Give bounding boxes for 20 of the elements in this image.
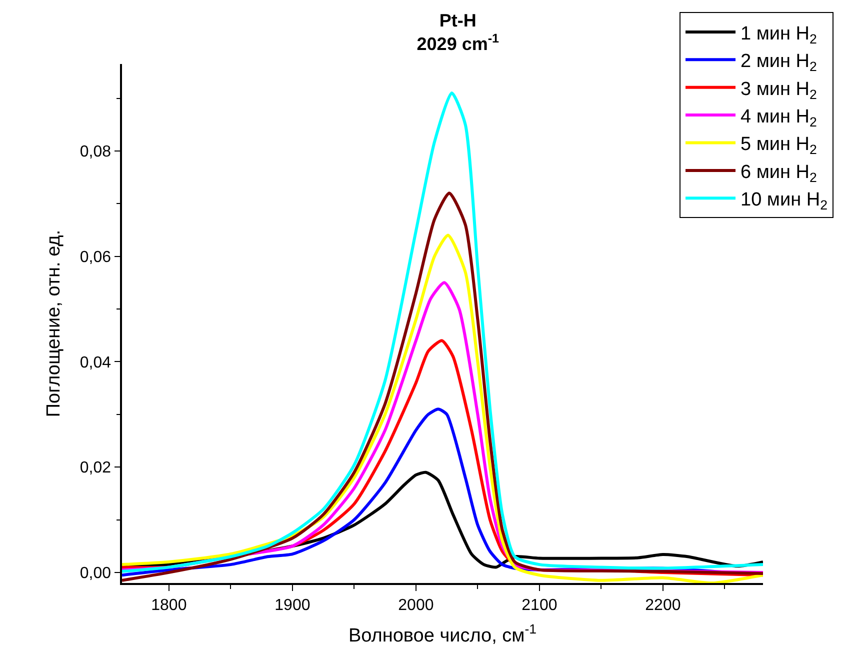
x-tick-label: 2200 (645, 596, 681, 614)
x-axis-title: Волновое число, см$^{-1}$ (348, 621, 537, 646)
legend-label: 2 мин H$_{2}$ (740, 51, 817, 74)
legend-label: 4 мин H$_{2}$ (740, 106, 817, 130)
legend-label: 10 мин H$_{2}$ (740, 190, 828, 213)
y-tick-label: 0,02 (80, 460, 112, 477)
legend-label: 5 мин H$_{2}$ (740, 134, 817, 158)
y-tick-label: 0,08 (80, 144, 112, 161)
chart-title: Pt-H 2029 cm$^{-1}$ (416, 10, 500, 54)
x-tick-label: 2100 (522, 596, 558, 614)
y-tick-label: 0,06 (80, 248, 112, 266)
x-tick-label: 1900 (274, 596, 310, 614)
y-tick-label: 0,04 (80, 354, 112, 372)
legend-label: 1 мин H$_{2}$ (740, 23, 817, 46)
x-tick-label: 1800 (151, 596, 187, 614)
y-tick-label: 0,00 (80, 565, 112, 582)
x-tick-label: 2000 (398, 596, 434, 614)
legend-label: 3 мин H$_{2}$ (740, 78, 817, 102)
legend-label: 6 мин H$_{2}$ (740, 162, 817, 185)
y-axis-title: Поглощение, отн. ед. (43, 230, 64, 418)
